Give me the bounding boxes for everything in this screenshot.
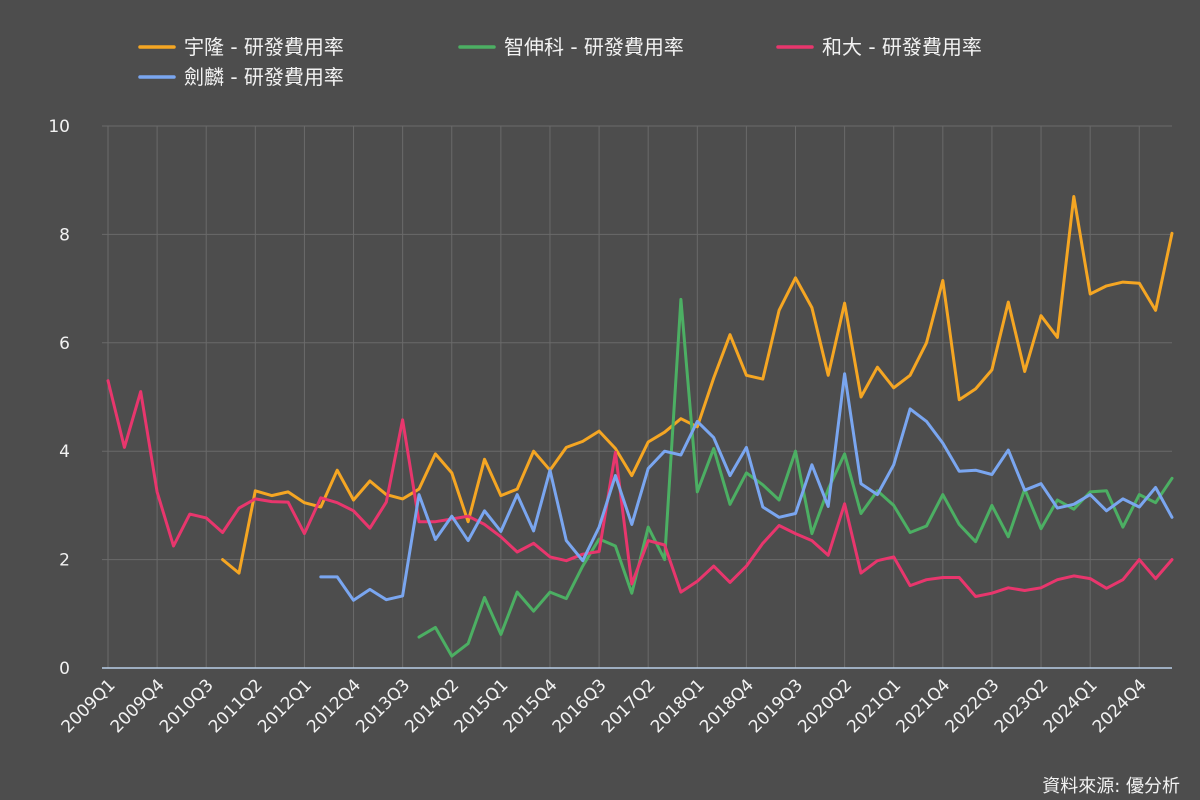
series-line-0 xyxy=(221,195,1174,575)
x-tick-label: 2013Q3 xyxy=(352,675,414,737)
series-line-1 xyxy=(417,297,1174,658)
legend-label-2: 和大 - 研發費用率 xyxy=(822,35,982,59)
gridlines xyxy=(102,125,1172,668)
series-line-2 xyxy=(106,379,1174,598)
x-tick-label: 2012Q4 xyxy=(303,675,365,737)
x-tick-label: 2021Q1 xyxy=(843,675,905,737)
series-line-3 xyxy=(319,372,1174,602)
x-tick-label: 2014Q2 xyxy=(401,675,463,737)
legend-label-1: 智伸科 - 研發費用率 xyxy=(504,35,684,59)
y-tick-label: 4 xyxy=(59,442,70,462)
y-tick-label: 8 xyxy=(59,225,70,245)
y-tick-label: 0 xyxy=(59,659,70,679)
y-tick-label: 2 xyxy=(59,551,70,571)
legend-label-3: 劍麟 - 研發費用率 xyxy=(184,65,344,89)
x-tick-label: 2024Q4 xyxy=(1089,675,1151,737)
source-note: 資料來源: 優分析 xyxy=(1042,776,1180,797)
x-tick-label: 2015Q1 xyxy=(451,675,513,737)
y-tick-label: 10 xyxy=(48,117,70,137)
x-axis-ticks: 2009Q12009Q42010Q32011Q22012Q12012Q42013… xyxy=(58,675,1151,737)
series-lines xyxy=(106,195,1174,658)
y-tick-label: 6 xyxy=(59,334,70,354)
x-tick-label: 2020Q2 xyxy=(794,675,856,737)
legend-label-0: 宇隆 - 研發費用率 xyxy=(184,35,344,59)
y-axis-ticks: 0 2 4 6 8 10 xyxy=(48,117,70,679)
x-tick-label: 2021Q4 xyxy=(893,675,955,737)
